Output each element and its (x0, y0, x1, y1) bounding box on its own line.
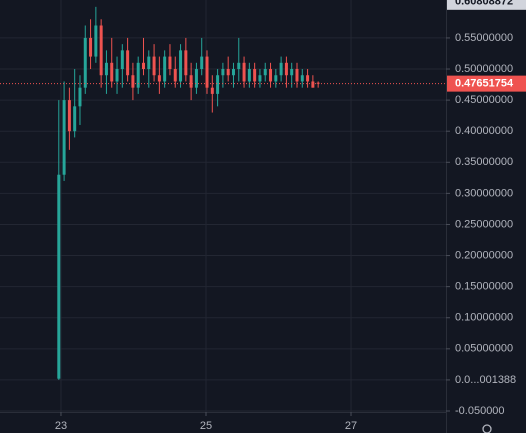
candle-body (290, 69, 294, 76)
candle-body (210, 87, 214, 94)
y-tick-label: 0.40000000 (455, 125, 513, 137)
candle-body (110, 62, 114, 82)
y-tick-label: 0.55000000 (455, 32, 513, 44)
candle-body (83, 37, 87, 88)
candle-body (253, 69, 257, 82)
candle-body (237, 62, 241, 70)
candle-body (157, 75, 161, 82)
candle-body (231, 69, 235, 76)
candle-body (226, 69, 230, 76)
y-tick-label: 0.15000000 (455, 281, 513, 293)
candle-body (242, 62, 246, 82)
candle-body (216, 75, 220, 94)
candle-body (173, 69, 177, 82)
candle-body (115, 69, 119, 82)
high-label-box (447, 0, 526, 10)
x-tick-label: 23 (55, 420, 67, 432)
candle-body (269, 69, 273, 82)
candle-body (184, 50, 188, 76)
y-tick-label: 0.30000000 (455, 187, 513, 199)
candle-body (62, 100, 66, 175)
y-tick-label: 0.35000000 (455, 156, 513, 168)
candle-body (300, 75, 304, 82)
candle-body (258, 75, 262, 82)
candle-body (99, 25, 103, 76)
candle-body (89, 37, 93, 57)
candle-body (179, 50, 183, 82)
candle-body (57, 174, 61, 379)
y-tick-label: 0.10000000 (455, 312, 513, 324)
y-tick-label: 0.25000000 (455, 218, 513, 230)
candle-body (306, 75, 310, 82)
candle-body (136, 62, 140, 88)
settings-icon[interactable] (482, 424, 492, 433)
candle-body (189, 75, 193, 88)
x-tick-label: 27 (345, 420, 357, 432)
candle-body (147, 56, 151, 70)
candle-body (94, 25, 98, 57)
y-tick-label: 0.0...001388 (455, 374, 516, 386)
high-label: 0.60808872 (455, 0, 513, 8)
candle-body (73, 106, 77, 132)
candle-body (194, 69, 198, 88)
y-tick-label: 0.45000000 (455, 94, 513, 106)
candle-body (141, 62, 145, 70)
candle-body (78, 87, 82, 107)
candle-body (168, 56, 172, 70)
price-label-box (447, 75, 526, 92)
candles (0, 6, 446, 380)
candle-body (120, 50, 124, 70)
price-label: 0.47651754 (455, 78, 514, 90)
candle-body (104, 62, 108, 76)
candle-body (284, 62, 288, 76)
y-tick-label: 0.05000000 (455, 343, 513, 355)
candle-body (67, 100, 71, 132)
axes: -0.050000 0.0...001388 0.05000000 0.1000000… (55, 0, 526, 432)
candle-body (221, 69, 225, 76)
candle-body (163, 56, 167, 82)
candle-body (274, 75, 278, 82)
x-tick-label: 25 (200, 420, 212, 432)
candle-body (279, 62, 283, 76)
candle-body (295, 69, 299, 82)
y-tick-label: 0.50000000 (455, 63, 513, 75)
candle-body (200, 56, 204, 70)
y-tick-label: 0.20000000 (455, 249, 513, 261)
candle-body (311, 81, 315, 88)
candle-body (263, 69, 267, 76)
candle-body (131, 75, 135, 88)
y-tick-label: -0.050000 (455, 405, 505, 417)
candle-body (126, 50, 130, 76)
candle-body (205, 56, 209, 88)
candle-body (247, 69, 251, 82)
candle-body (152, 56, 156, 76)
